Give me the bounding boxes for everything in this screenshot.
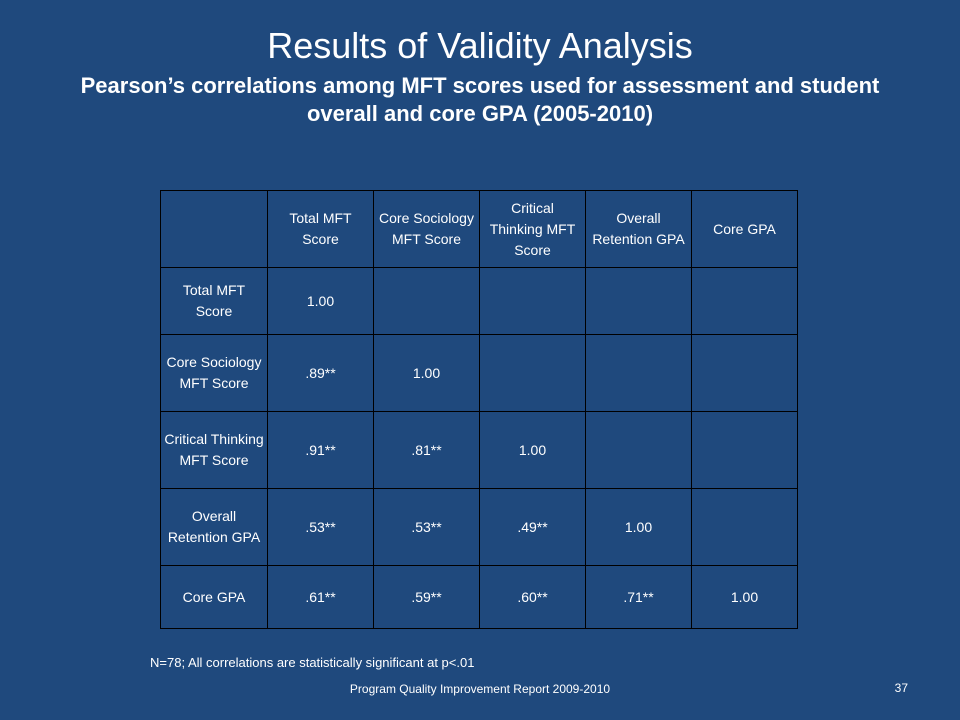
row-header: Overall Retention GPA xyxy=(160,488,268,566)
table-cell xyxy=(373,267,480,335)
table-cell: 1.00 xyxy=(691,565,798,629)
table-row: Critical Thinking MFT Score .91** .81** … xyxy=(160,411,798,489)
table-cell: .81** xyxy=(373,411,480,489)
header-cell: Core GPA xyxy=(691,190,798,268)
table-cell xyxy=(479,334,586,412)
table-cell: 1.00 xyxy=(267,267,374,335)
table-cell: 1.00 xyxy=(373,334,480,412)
table-row: Core Sociology MFT Score .89** 1.00 xyxy=(160,334,798,412)
header-cell: Overall Retention GPA xyxy=(585,190,692,268)
row-header: Core GPA xyxy=(160,565,268,629)
table-cell: .53** xyxy=(267,488,374,566)
significance-note: N=78; All correlations are statistically… xyxy=(150,655,475,670)
table-cell xyxy=(585,267,692,335)
table-row: Core GPA .61** .59** .60** .71** 1.00 xyxy=(160,565,798,629)
table-cell: .60** xyxy=(479,565,586,629)
page-number: 37 xyxy=(894,681,908,695)
slide-subtitle: Pearson’s correlations among MFT scores … xyxy=(80,73,880,126)
table-cell xyxy=(691,411,798,489)
row-header: Core Sociology MFT Score xyxy=(160,334,268,412)
table-cell: .71** xyxy=(585,565,692,629)
table-row: Total MFT Score 1.00 xyxy=(160,267,798,335)
table-cell: .59** xyxy=(373,565,480,629)
table-cell xyxy=(691,334,798,412)
table-cell xyxy=(691,488,798,566)
slide-title: Results of Validity Analysis xyxy=(267,25,693,66)
header-cell-empty xyxy=(160,190,268,268)
table-cell xyxy=(691,267,798,335)
table-cell: .49** xyxy=(479,488,586,566)
table-header-row: Total MFT Score Core Sociology MFT Score… xyxy=(160,190,798,268)
correlation-table: Total MFT Score Core Sociology MFT Score… xyxy=(160,190,798,629)
header-cell: Core Sociology MFT Score xyxy=(373,190,480,268)
table-cell: .61** xyxy=(267,565,374,629)
row-header: Critical Thinking MFT Score xyxy=(160,411,268,489)
header-cell: Critical Thinking MFT Score xyxy=(479,190,586,268)
table-cell xyxy=(585,411,692,489)
table-cell: 1.00 xyxy=(479,411,586,489)
table-cell xyxy=(479,267,586,335)
header-cell: Total MFT Score xyxy=(267,190,374,268)
row-header: Total MFT Score xyxy=(160,267,268,335)
table-cell: .53** xyxy=(373,488,480,566)
slide-footer: Program Quality Improvement Report 2009-… xyxy=(349,682,611,696)
table-cell xyxy=(585,334,692,412)
table-cell: 1.00 xyxy=(585,488,692,566)
table-cell: .89** xyxy=(267,334,374,412)
table-cell: .91** xyxy=(267,411,374,489)
table-row: Overall Retention GPA .53** .53** .49** … xyxy=(160,488,798,566)
